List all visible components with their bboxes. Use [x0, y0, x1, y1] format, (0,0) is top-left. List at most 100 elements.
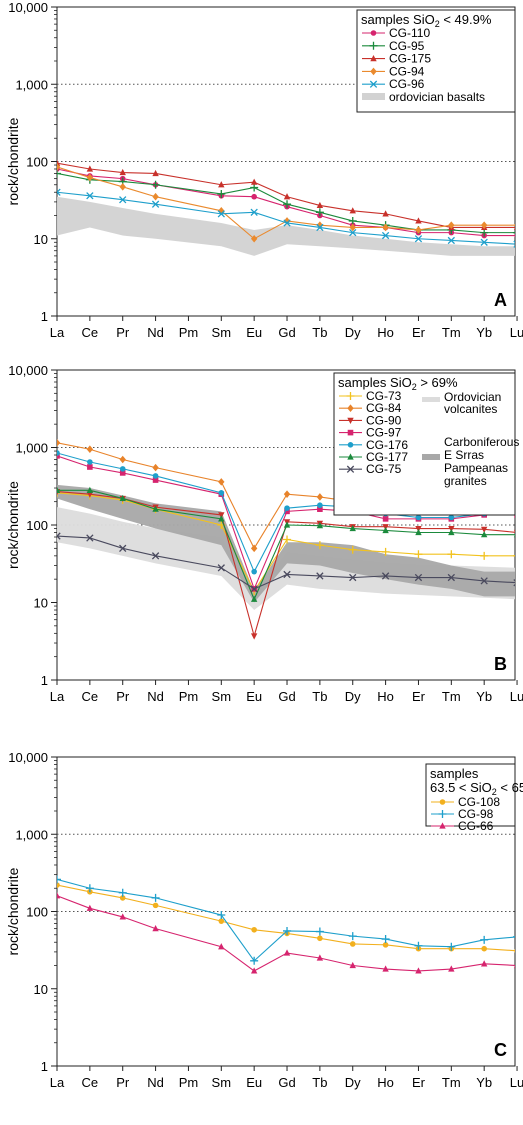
data-point [119, 913, 126, 920]
data-point [151, 180, 160, 189]
y-tick-label: 100 [26, 905, 48, 920]
y-tick-label: 1,000 [15, 77, 48, 92]
legend-swatch-marker [347, 442, 354, 448]
data-point [480, 526, 488, 533]
legend-entry-label: CG-175 [389, 52, 431, 66]
x-tick-label: Gd [278, 1075, 295, 1090]
data-point [348, 545, 357, 554]
data-point [152, 925, 159, 932]
legend-band-swatch [422, 454, 440, 460]
plot-data [57, 875, 515, 974]
data-point [250, 208, 258, 216]
y-axis-label: rock/chondrite [5, 481, 21, 569]
legend-swatch-marker [369, 41, 378, 50]
data-point [217, 564, 225, 572]
legend: samples SiO2 > 69%CG-73CG-84CG-90CG-97CG… [333, 372, 519, 516]
data-point [447, 942, 456, 951]
legend-title-part: samples SiO [361, 12, 435, 27]
legend-title-part: samples [430, 766, 479, 781]
series-line [57, 492, 515, 593]
data-point [514, 233, 515, 238]
x-tick-label: Tb [312, 689, 327, 704]
legend-entry-label: CG-90 [366, 413, 402, 427]
data-point [447, 573, 455, 582]
data-point [316, 493, 324, 501]
panel-letter: A [494, 290, 507, 310]
legend-entry-label: CG-84 [366, 401, 402, 415]
data-point [251, 568, 257, 575]
x-tick-label: Tm [442, 689, 461, 704]
data-point [414, 235, 423, 243]
data-point [152, 463, 159, 472]
legend-entry-label: CG-110 [389, 26, 430, 40]
y-tick-label: 10,000 [8, 750, 48, 765]
series-line [57, 878, 515, 962]
x-tick-label: Lu [510, 1075, 523, 1090]
data-point [119, 168, 126, 176]
x-tick-label: Ho [377, 689, 394, 704]
x-tick-label: Ce [82, 325, 99, 340]
data-point [481, 945, 487, 952]
data-point [283, 490, 291, 498]
series-line [57, 535, 515, 590]
x-tick-label: Pr [116, 1075, 130, 1090]
data-point [283, 535, 292, 544]
legend-entry-label: CG-95 [389, 39, 425, 53]
data-point [284, 505, 290, 511]
data-point [480, 960, 488, 967]
data-point [513, 579, 515, 587]
legend-entry-label: CG-73 [366, 389, 402, 403]
legend-swatch-marker [347, 453, 354, 460]
data-point [349, 228, 357, 237]
data-point [415, 528, 422, 536]
x-tick-label: La [50, 689, 65, 704]
subscript-text: 2 [412, 382, 417, 392]
data-point [119, 196, 127, 204]
x-tick-label: Yb [476, 689, 492, 704]
data-point [57, 486, 61, 493]
data-point [381, 231, 390, 240]
y-tick-label: 100 [26, 155, 48, 170]
legend-entry-label: CG-176 [366, 438, 408, 452]
subscript-text: 2 [435, 19, 440, 29]
legend-entry-label: CG-94 [389, 64, 425, 78]
x-tick-label: Sm [212, 1075, 232, 1090]
y-tick-label: 100 [26, 518, 48, 533]
legend-swatch-marker [370, 55, 377, 62]
data-point [513, 555, 515, 557]
data-point [415, 217, 422, 224]
field-band [57, 196, 515, 256]
data-point [448, 965, 455, 972]
series-line [57, 895, 515, 972]
x-tick-label: Sm [212, 325, 232, 340]
x-tick-label: La [50, 325, 65, 340]
x-tick-label: Pr [116, 689, 130, 704]
data-point [118, 888, 127, 897]
plot-data [57, 438, 515, 640]
data-point [152, 473, 159, 479]
data-point [87, 464, 93, 470]
x-tick-label: Eu [246, 325, 262, 340]
data-point [218, 943, 225, 950]
data-point [480, 935, 489, 944]
data-point [283, 521, 291, 528]
data-point [86, 491, 94, 498]
y-tick-label: 10,000 [8, 0, 48, 15]
data-point [513, 231, 515, 234]
data-point [316, 201, 324, 209]
data-point [349, 961, 356, 969]
x-tick-label: Nd [147, 689, 164, 704]
data-point [480, 221, 488, 229]
data-point [283, 193, 291, 200]
field-band [57, 484, 515, 603]
x-tick-label: Lu [510, 325, 523, 340]
data-point [349, 941, 356, 947]
data-point [217, 911, 226, 920]
data-point [57, 188, 61, 196]
data-point [415, 514, 422, 521]
data-point [448, 528, 455, 536]
chart-panel-a: 1 10 100 1,000 10,000 rock/chondrite La Ce Pr Nd P… [5, 0, 523, 340]
data-point [316, 572, 324, 580]
